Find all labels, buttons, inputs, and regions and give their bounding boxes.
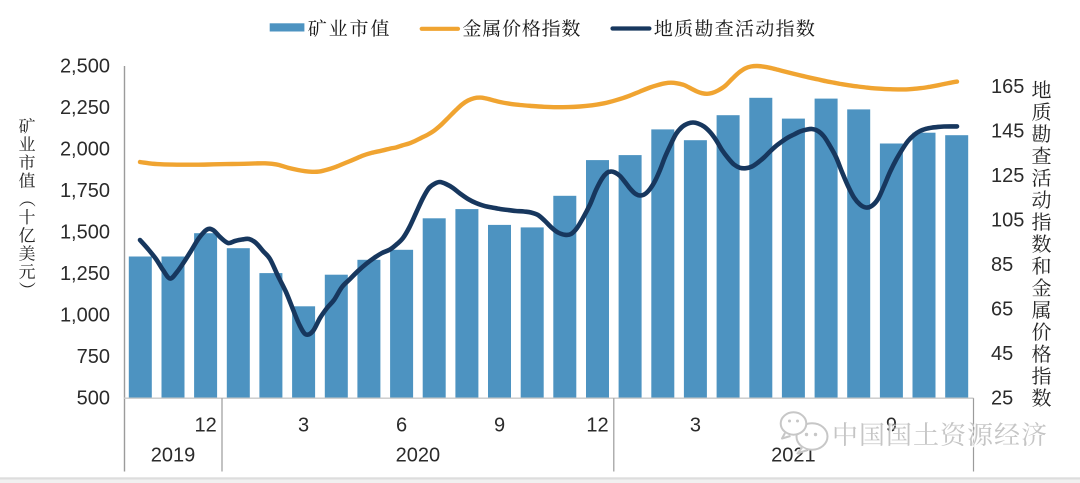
svg-text:25: 25 xyxy=(991,388,1013,410)
svg-text:105: 105 xyxy=(991,210,1024,232)
svg-text:3: 3 xyxy=(690,415,701,437)
svg-text:45: 45 xyxy=(991,343,1013,365)
svg-text:2,500: 2,500 xyxy=(60,55,110,77)
svg-text:2,000: 2,000 xyxy=(60,139,110,161)
svg-text:12: 12 xyxy=(586,415,608,437)
svg-text:1,750: 1,750 xyxy=(60,180,110,202)
svg-text:9: 9 xyxy=(494,415,505,437)
svg-text:6: 6 xyxy=(396,415,407,437)
svg-text:125: 125 xyxy=(991,165,1024,187)
svg-text:145: 145 xyxy=(991,120,1024,142)
svg-text:65: 65 xyxy=(991,299,1013,321)
svg-text:1,250: 1,250 xyxy=(60,263,110,285)
svg-text:750: 750 xyxy=(77,346,110,368)
svg-text:1,500: 1,500 xyxy=(60,222,110,244)
svg-text:85: 85 xyxy=(991,254,1013,276)
svg-text:2019: 2019 xyxy=(151,445,196,467)
svg-text:3: 3 xyxy=(298,415,309,437)
svg-text:2020: 2020 xyxy=(396,445,441,467)
svg-text:1,000: 1,000 xyxy=(60,305,110,327)
svg-text:12: 12 xyxy=(194,415,216,437)
svg-text:165: 165 xyxy=(991,76,1024,98)
svg-text:500: 500 xyxy=(77,388,110,410)
svg-text:2,250: 2,250 xyxy=(60,97,110,119)
